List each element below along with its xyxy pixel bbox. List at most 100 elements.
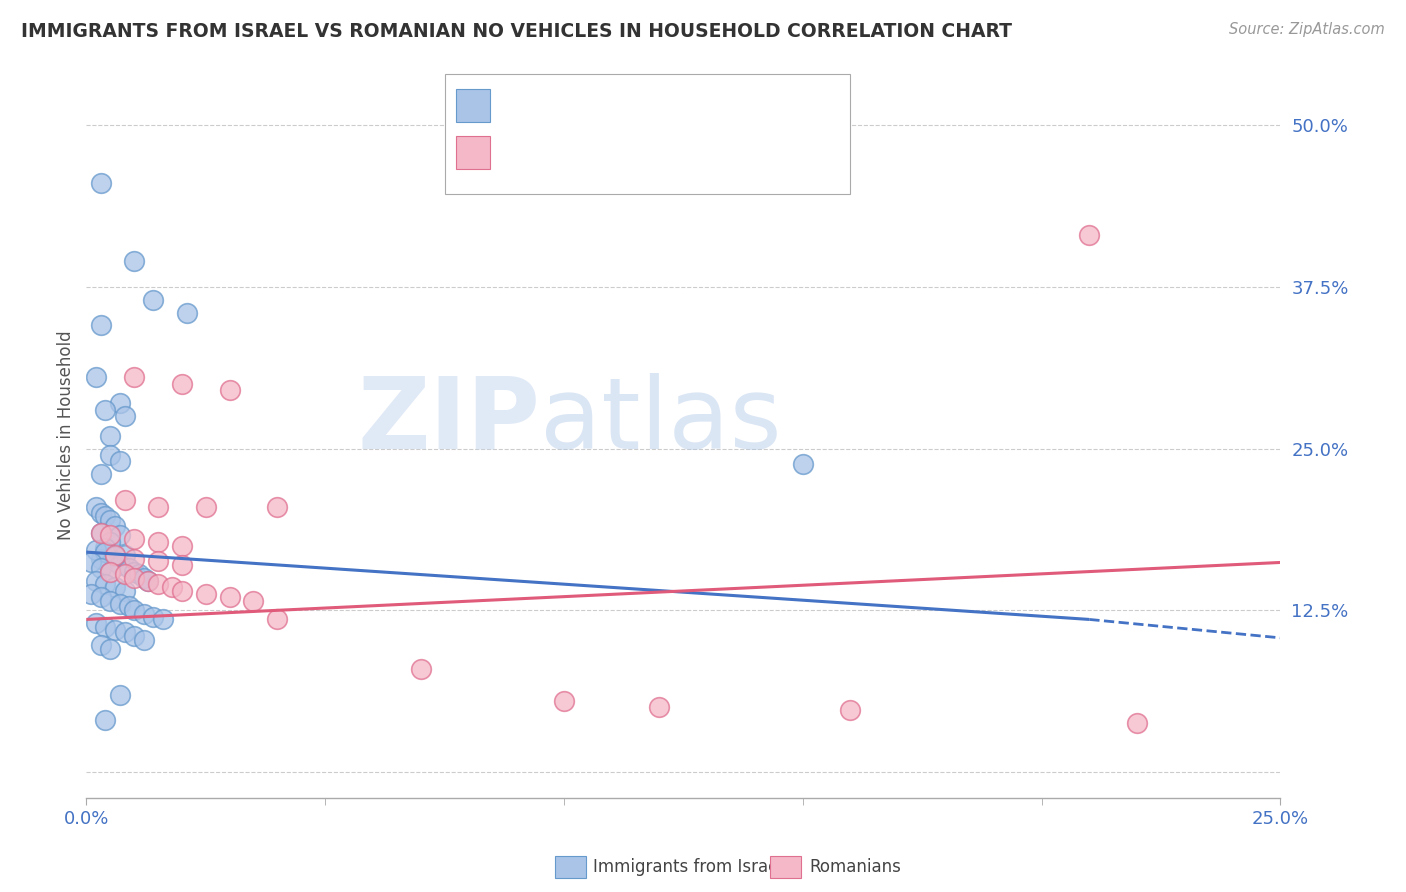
Point bbox=[108, 396, 131, 410]
Point bbox=[94, 577, 117, 591]
Point bbox=[90, 318, 112, 333]
Text: Romanians: Romanians bbox=[810, 858, 901, 876]
Point bbox=[84, 616, 107, 631]
Point bbox=[122, 565, 145, 579]
Text: Source: ZipAtlas.com: Source: ZipAtlas.com bbox=[1229, 22, 1385, 37]
Point bbox=[90, 525, 112, 540]
Point bbox=[90, 638, 112, 652]
Point bbox=[170, 539, 193, 553]
Point bbox=[176, 305, 198, 319]
Point bbox=[104, 549, 127, 563]
Text: IMMIGRANTS FROM ISRAEL VS ROMANIAN NO VEHICLES IN HOUSEHOLD CORRELATION CHART: IMMIGRANTS FROM ISRAEL VS ROMANIAN NO VE… bbox=[21, 22, 1012, 41]
FancyBboxPatch shape bbox=[457, 89, 489, 122]
FancyBboxPatch shape bbox=[457, 136, 489, 169]
Point bbox=[114, 567, 136, 582]
Point bbox=[138, 574, 160, 588]
Point bbox=[128, 567, 150, 582]
Point bbox=[98, 534, 121, 549]
Point bbox=[108, 597, 131, 611]
Point bbox=[80, 556, 103, 570]
Point bbox=[90, 506, 112, 520]
Point bbox=[132, 571, 155, 585]
Text: N = 60: N = 60 bbox=[641, 96, 702, 114]
Text: R =  0.111: R = 0.111 bbox=[505, 144, 605, 161]
Point bbox=[84, 500, 107, 514]
Point bbox=[108, 528, 131, 542]
Point bbox=[98, 428, 121, 442]
Point bbox=[84, 542, 107, 557]
Point bbox=[114, 409, 136, 424]
Point bbox=[218, 591, 240, 605]
Point bbox=[114, 583, 136, 598]
Point bbox=[648, 700, 671, 714]
Point bbox=[84, 574, 107, 588]
Point bbox=[94, 545, 117, 559]
Point bbox=[118, 599, 141, 614]
Text: ZIP: ZIP bbox=[357, 373, 540, 469]
Point bbox=[104, 519, 127, 533]
Point bbox=[90, 176, 112, 190]
Text: atlas: atlas bbox=[540, 373, 782, 469]
Point bbox=[162, 580, 184, 594]
Point bbox=[218, 383, 240, 397]
Point bbox=[94, 508, 117, 523]
Point bbox=[266, 612, 288, 626]
Point bbox=[266, 500, 288, 514]
Text: Immigrants from Israel: Immigrants from Israel bbox=[593, 858, 783, 876]
Point bbox=[132, 607, 155, 622]
Point bbox=[146, 534, 169, 549]
Text: N = 33: N = 33 bbox=[641, 144, 702, 161]
Point bbox=[152, 612, 174, 626]
Point bbox=[98, 594, 121, 608]
Point bbox=[98, 448, 121, 462]
Point bbox=[98, 565, 121, 579]
Point bbox=[104, 548, 127, 562]
Point bbox=[122, 370, 145, 384]
Point bbox=[114, 493, 136, 508]
Point bbox=[84, 370, 107, 384]
Point bbox=[90, 467, 112, 482]
Point bbox=[90, 591, 112, 605]
Point bbox=[94, 402, 117, 417]
Point bbox=[98, 642, 121, 657]
FancyBboxPatch shape bbox=[444, 74, 851, 194]
Point bbox=[138, 574, 160, 588]
Point bbox=[170, 558, 193, 572]
Point bbox=[409, 662, 432, 676]
Point bbox=[122, 571, 145, 585]
Point bbox=[1126, 716, 1149, 731]
Y-axis label: No Vehicles in Household: No Vehicles in Household bbox=[58, 331, 75, 541]
Point bbox=[108, 688, 131, 702]
Point bbox=[90, 560, 112, 574]
Point bbox=[146, 577, 169, 591]
Point bbox=[90, 525, 112, 540]
Point bbox=[170, 376, 193, 391]
Point bbox=[94, 714, 117, 728]
Point bbox=[114, 625, 136, 640]
Point bbox=[194, 586, 217, 600]
Point bbox=[170, 583, 193, 598]
Point bbox=[122, 253, 145, 268]
Point bbox=[114, 548, 136, 562]
Point bbox=[104, 580, 127, 594]
Point bbox=[94, 541, 117, 556]
Point bbox=[98, 513, 121, 527]
Point bbox=[146, 554, 169, 568]
Point bbox=[132, 633, 155, 648]
Point bbox=[98, 565, 121, 579]
Point bbox=[108, 558, 131, 572]
Point bbox=[98, 528, 121, 542]
Point bbox=[194, 500, 217, 514]
Point bbox=[122, 532, 145, 546]
Point bbox=[839, 703, 862, 717]
Point bbox=[553, 694, 575, 708]
Point bbox=[108, 454, 131, 468]
Point bbox=[94, 620, 117, 634]
Point bbox=[122, 629, 145, 643]
Point bbox=[142, 610, 165, 624]
Point bbox=[146, 500, 169, 514]
Point bbox=[1078, 227, 1101, 242]
Point bbox=[80, 586, 103, 600]
Text: R = -0.077: R = -0.077 bbox=[505, 96, 605, 114]
Point bbox=[104, 554, 127, 568]
